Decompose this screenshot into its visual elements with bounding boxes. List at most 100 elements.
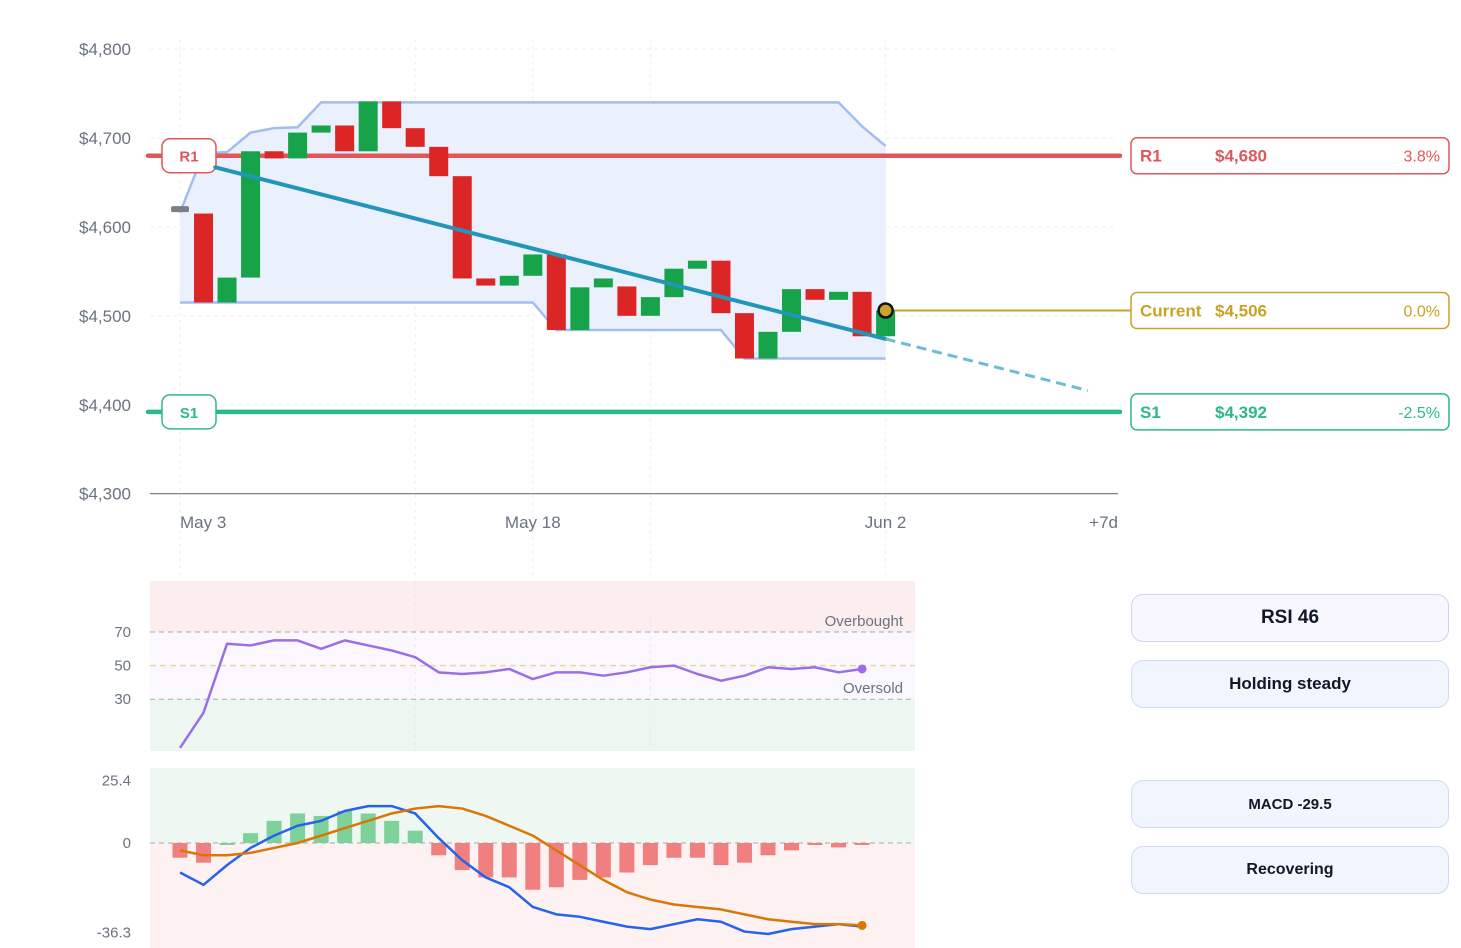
candle [758, 331, 778, 359]
candle [617, 286, 637, 316]
rsi-line [178, 639, 863, 749]
candle [687, 260, 707, 269]
s1-level-box [1130, 393, 1450, 431]
macd-y-tick-label: 0 [123, 835, 131, 852]
rsi-last-point [857, 664, 867, 674]
x-tick-label: Jun 2 [865, 513, 907, 532]
r1-tag-label: R1 [179, 149, 198, 166]
candle [335, 125, 355, 152]
candle [241, 151, 261, 278]
macd-histogram-bar [407, 830, 423, 843]
candle [382, 101, 402, 129]
r1-tag-box [161, 137, 217, 174]
r1-level-box [1130, 136, 1450, 175]
macd-histogram-bar [196, 843, 212, 863]
current-price-marker [877, 302, 894, 319]
candle [194, 213, 214, 303]
y-tick-label: $4,500 [79, 307, 131, 326]
macd-histogram-bar [501, 843, 517, 878]
rsi-y-tick-label: 50 [114, 658, 131, 675]
y-tick-label: $4,400 [79, 396, 131, 415]
macd-histogram-bar [736, 843, 752, 863]
macd-signal-line [179, 804, 863, 927]
macd-value: MACD -29.5 [1248, 795, 1332, 813]
candle [217, 277, 237, 303]
macd-histogram-bar [807, 843, 823, 845]
current-level-price: $4,506 [1215, 301, 1267, 320]
s1-tag-box [161, 394, 217, 430]
macd-status-card: Recovering [1131, 846, 1449, 894]
macd-positive-zone [150, 768, 915, 843]
macd-histogram-bar [290, 813, 306, 843]
current-level-box [1130, 291, 1450, 330]
rsi-y-tick-label: 30 [114, 691, 131, 708]
macd-histogram-bar [666, 843, 682, 858]
candle [805, 289, 825, 300]
trend-projection-line [885, 337, 1089, 392]
candle [593, 278, 613, 288]
macd-histogram-bar [831, 843, 847, 848]
candle [452, 176, 472, 279]
macd-histogram-bar [642, 843, 658, 866]
macd-histogram-bar [760, 843, 776, 856]
rsi-overbought-label: Overbought [825, 613, 904, 630]
candle [546, 254, 566, 331]
macd-y-tick-label: -36.3 [97, 924, 131, 941]
macd-histogram-bar [431, 843, 447, 856]
rsi-y-tick-label: 70 [114, 624, 131, 641]
macd-histogram-bar [525, 843, 541, 890]
candle [570, 287, 590, 331]
r1-level-price: $4,680 [1215, 147, 1267, 166]
y-tick-label: $4,700 [79, 129, 131, 148]
rsi-value-card: RSI 46 [1131, 594, 1449, 642]
candle [523, 254, 543, 276]
candle [429, 146, 449, 177]
candle [852, 291, 872, 337]
s1-level-pct: -2.5% [1398, 405, 1440, 422]
macd-histogram-bar [384, 820, 400, 843]
candle [405, 128, 425, 147]
x-tick-label: May 3 [180, 513, 226, 532]
macd-histogram-bar [713, 843, 729, 866]
current-level-pct: 0.0% [1404, 303, 1440, 320]
channel-upper-line [178, 101, 887, 214]
r1-level-name: R1 [1140, 147, 1162, 166]
x-tick-label: +7d [1089, 513, 1118, 532]
macd-histogram-bar [619, 843, 635, 873]
macd-histogram-bar [478, 843, 494, 878]
candle [264, 151, 284, 159]
trend-line [213, 165, 888, 341]
macd-value-card: MACD -29.5 [1131, 780, 1449, 828]
y-tick-label: $4,600 [79, 218, 131, 237]
macd-line [179, 804, 863, 936]
candle [640, 297, 660, 316]
s1-level-price: $4,392 [1215, 403, 1267, 422]
candle [358, 101, 378, 152]
current-level-name: Current [1140, 301, 1202, 320]
candle [829, 291, 849, 300]
rsi-oversold-zone [150, 699, 915, 751]
s1-level-name: S1 [1140, 403, 1161, 422]
candle [711, 260, 731, 314]
candle [288, 132, 308, 159]
previous-close-mark [171, 206, 189, 213]
candle [782, 289, 802, 332]
macd-status: Recovering [1246, 861, 1334, 878]
candle [499, 275, 519, 286]
s1-tag-label: S1 [180, 405, 198, 422]
rsi-overbought-zone [150, 581, 915, 632]
candle [734, 313, 754, 359]
candle [311, 125, 331, 133]
x-tick-label: May 18 [505, 513, 561, 532]
candle [476, 278, 496, 286]
macd-histogram-bar [572, 843, 588, 880]
y-tick-label: $4,800 [79, 40, 131, 59]
r1-level-pct: 3.8% [1404, 149, 1440, 166]
y-tick-label: $4,300 [79, 485, 131, 504]
macd-histogram-bar [854, 843, 870, 845]
rsi-oversold-label: Oversold [843, 680, 903, 697]
rsi-status-card: Holding steady [1131, 660, 1449, 708]
macd-histogram-bar [219, 843, 235, 845]
macd-histogram-bar [243, 833, 259, 843]
